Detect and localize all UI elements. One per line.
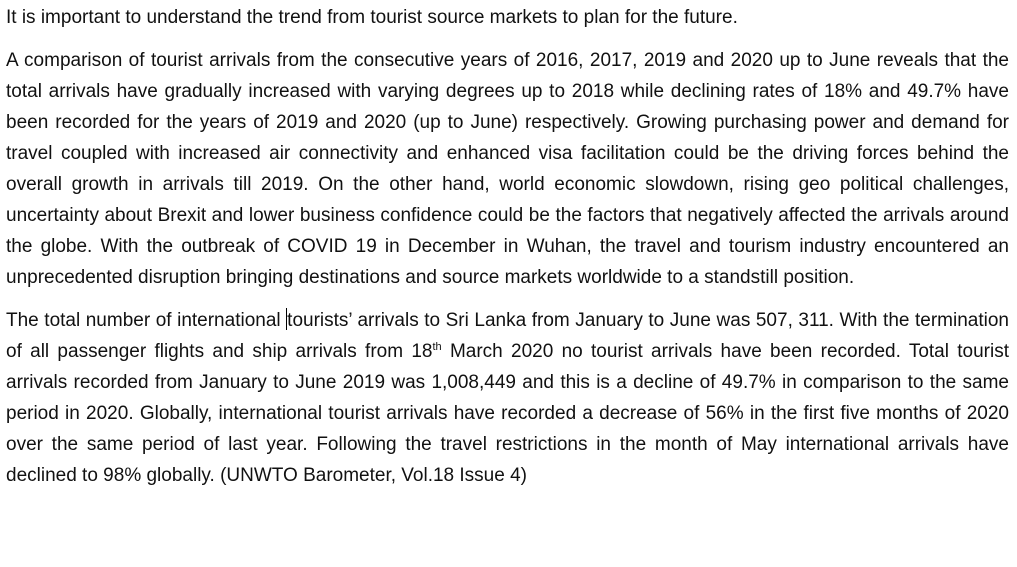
paragraph-sri-lanka-arrivals: The total number of international touris… xyxy=(6,305,1009,491)
document-body[interactable]: It is important to understand the trend … xyxy=(6,2,1009,503)
paragraph-arrivals-comparison: A comparison of tourist arrivals from th… xyxy=(6,50,1009,288)
paragraph-text-segment: tourists’ arrivals to Sri Lanka from Jan… xyxy=(6,310,1009,362)
text-cursor xyxy=(286,308,288,330)
ordinal-superscript: th xyxy=(432,341,442,353)
paragraph-intro: It is important to understand the trend … xyxy=(6,7,738,28)
paragraph-text-segment: March 2020 no tourist arrivals have been… xyxy=(6,341,1009,486)
paragraph-text-segment: The total number of international xyxy=(6,310,287,331)
